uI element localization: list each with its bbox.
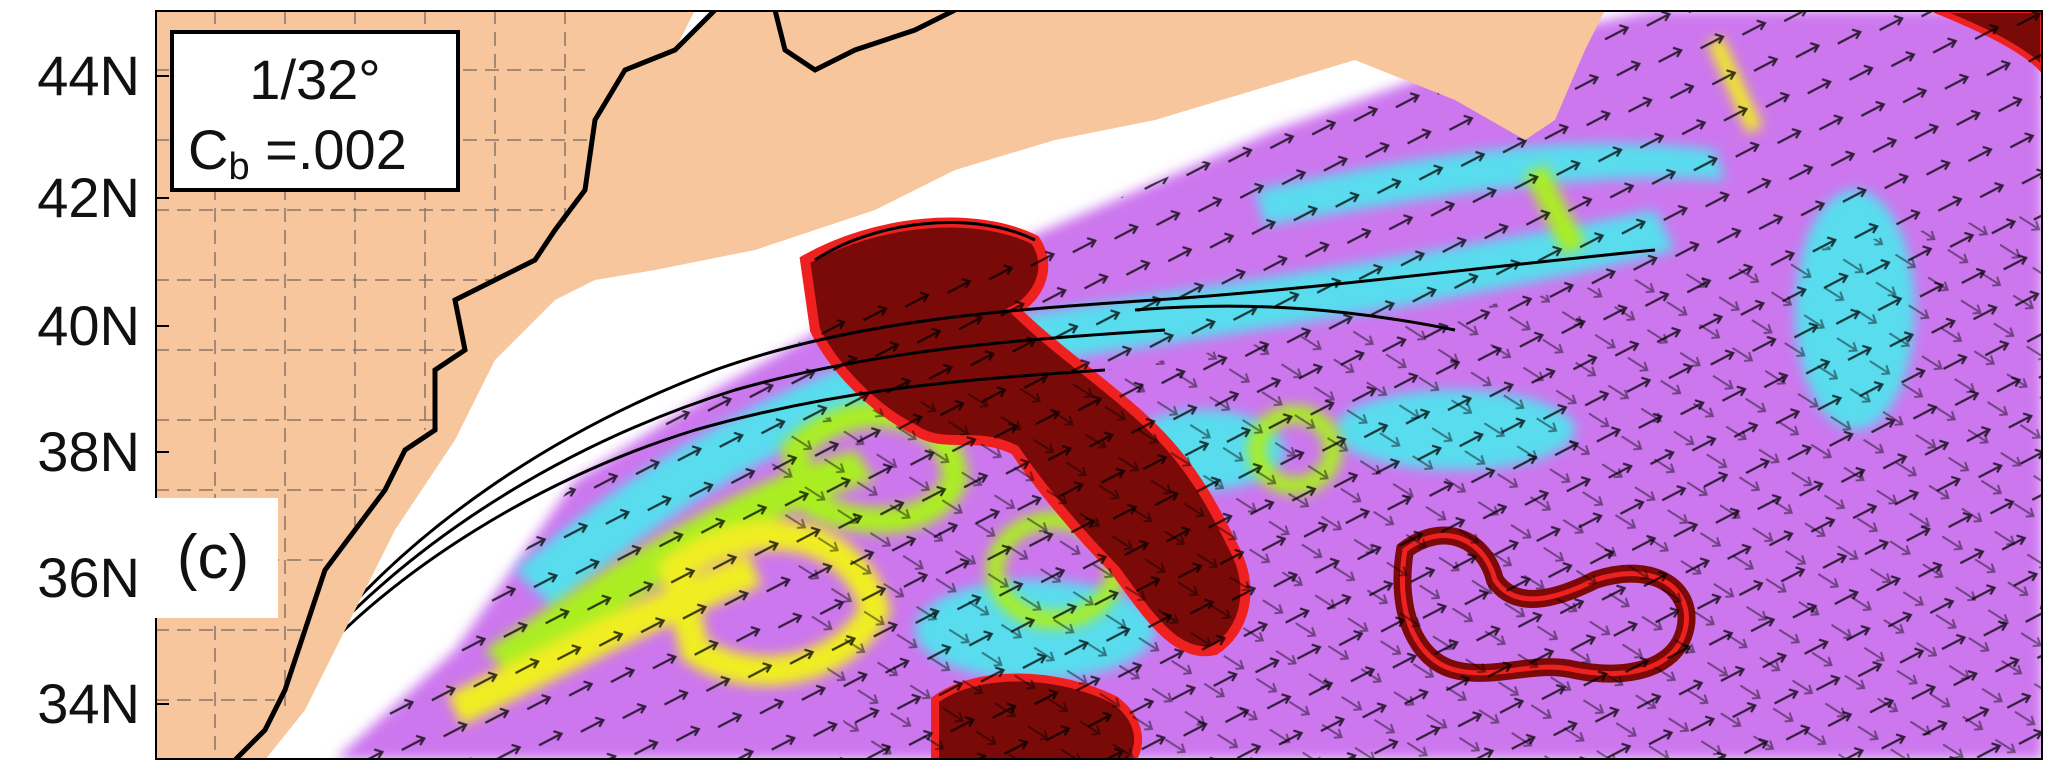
lat-label-34n: 34N bbox=[37, 672, 140, 735]
legend-box: 1/32° Cb =.002 bbox=[170, 30, 460, 192]
lat-label-38n: 38N bbox=[37, 420, 140, 483]
lat-label-44n: 44N bbox=[37, 44, 140, 107]
cb-subscript: b bbox=[228, 146, 250, 188]
drag-coefficient-label: Cb =.002 bbox=[188, 120, 458, 197]
lat-label-36n: 36N bbox=[37, 546, 140, 609]
land-mass-north bbox=[235, 10, 1605, 760]
coastline bbox=[233, 10, 717, 760]
gulf-stream-streamlines bbox=[303, 221, 1656, 672]
resolution-label: 1/32° bbox=[249, 48, 381, 111]
cb-symbol: C bbox=[188, 118, 229, 181]
map-border bbox=[155, 10, 2043, 760]
lat-label-40n: 40N bbox=[37, 294, 140, 357]
velocity-vectors-secondary bbox=[755, 210, 2043, 760]
panel-label: (c) bbox=[148, 498, 278, 618]
lat-label-42n: 42N bbox=[37, 166, 140, 229]
coastline-island bbox=[772, 10, 957, 73]
map-panel bbox=[155, 10, 2043, 760]
cb-value: =.002 bbox=[249, 118, 407, 181]
